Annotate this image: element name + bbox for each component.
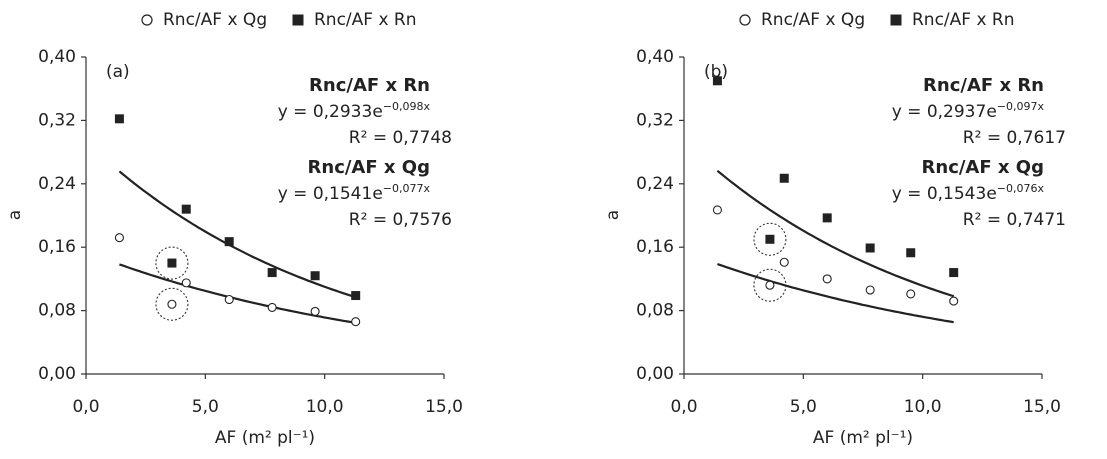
y-axis-title: a: [603, 210, 623, 220]
fit-exponent: −0,098x: [383, 100, 431, 113]
fit-title: Rnc/AF x Rn: [309, 75, 430, 96]
fit-exponent: −0,077x: [383, 182, 431, 195]
point: [224, 294, 234, 305]
y-axis-title: a: [5, 210, 25, 220]
trend-line: [716, 169, 955, 298]
point: [181, 204, 191, 214]
legend-label: Rnc/AF x Rn: [912, 10, 1015, 30]
x-tick-label: 15,0: [425, 397, 463, 417]
legend-label: Rnc/AF x Qg: [163, 10, 267, 30]
point: [351, 291, 361, 301]
point: [167, 258, 177, 268]
legend-marker: [292, 14, 304, 26]
point: [765, 234, 775, 244]
point: [779, 257, 789, 267]
fit-equation: y = 0,2933e: [278, 102, 383, 122]
fit-equation: y = 0,1543e: [892, 184, 997, 204]
fit-title: Rnc/AF x Qg: [922, 157, 1044, 178]
highlight-ring: [753, 268, 787, 302]
point: [949, 296, 959, 306]
fit-r2: R² = 0,7576: [349, 210, 452, 230]
x-tick-label: 0,0: [72, 397, 99, 417]
highlight-ring: [753, 222, 787, 256]
point: [765, 280, 775, 290]
point: [712, 76, 722, 86]
x-tick-label: 15,0: [1023, 397, 1061, 417]
fit-title: Rnc/AF x Rn: [923, 75, 1044, 96]
y-tick-label: 0,24: [636, 174, 674, 194]
point: [114, 233, 124, 243]
fit-r2: R² = 0,7617: [963, 128, 1066, 148]
point: [181, 278, 191, 288]
fit-equation: y = 0,2937e: [892, 102, 997, 122]
legend-marker: [890, 14, 902, 26]
x-tick-label: 5,0: [192, 397, 219, 417]
y-tick-label: 0,24: [38, 174, 76, 194]
point: [906, 248, 916, 258]
point: [822, 213, 832, 223]
point: [906, 289, 916, 299]
panel: 0,00 0,08 0,16 0,24 0,32 0,40 0,0 5,0 10,0 15,0 AF…: [603, 10, 1066, 448]
trend-line: [118, 170, 357, 299]
x-tick-label: 0,0: [670, 397, 697, 417]
x-axis-title: AF (m² pl⁻¹): [813, 428, 913, 448]
y-tick-label: 0,32: [636, 110, 674, 130]
legend-marker: [141, 14, 153, 26]
point: [114, 114, 124, 124]
trend-line: [717, 263, 954, 324]
point: [267, 302, 277, 312]
y-tick-label: 0,40: [636, 47, 674, 67]
fit-title: Rnc/AF x Qg: [308, 157, 430, 178]
panel-label: (b): [704, 62, 728, 82]
x-tick-label: 10,0: [306, 397, 344, 417]
y-tick-label: 0,16: [38, 237, 76, 257]
point: [224, 237, 234, 247]
fit-equation: y = 0,1541e: [278, 184, 383, 204]
y-tick-label: 0,00: [636, 364, 674, 384]
point: [351, 317, 361, 327]
legend-label: Rnc/AF x Rn: [314, 10, 417, 30]
y-tick-label: 0,32: [38, 110, 76, 130]
point: [712, 205, 722, 215]
legend-label: Rnc/AF x Qg: [761, 10, 865, 30]
highlight-ring: [155, 287, 189, 321]
panel-label: (a): [106, 62, 130, 82]
panel: 0,00 0,08 0,16 0,24 0,32 0,40 0,0 5,0 10,0 15,0 AF…: [5, 10, 463, 448]
y-tick-label: 0,40: [38, 47, 76, 67]
legend-marker: [739, 14, 751, 26]
y-tick-label: 0,08: [38, 301, 76, 321]
point: [822, 274, 832, 284]
fit-r2: R² = 0,7471: [963, 210, 1066, 230]
point: [310, 306, 320, 316]
y-tick-label: 0,08: [636, 301, 674, 321]
x-axis-title: AF (m² pl⁻¹): [215, 428, 315, 448]
point: [949, 268, 959, 278]
y-tick-label: 0,16: [636, 237, 674, 257]
point: [167, 299, 177, 309]
point: [779, 173, 789, 183]
point: [865, 243, 875, 253]
x-tick-label: 5,0: [790, 397, 817, 417]
point: [310, 271, 320, 281]
point: [865, 285, 875, 295]
x-tick-label: 10,0: [904, 397, 942, 417]
fit-exponent: −0,097x: [997, 100, 1045, 113]
y-tick-label: 0,00: [38, 364, 76, 384]
trend-line: [119, 263, 356, 324]
fit-exponent: −0,076x: [997, 182, 1045, 195]
point: [267, 268, 277, 278]
fit-r2: R² = 0,7748: [349, 128, 452, 148]
highlight-ring: [155, 246, 189, 280]
